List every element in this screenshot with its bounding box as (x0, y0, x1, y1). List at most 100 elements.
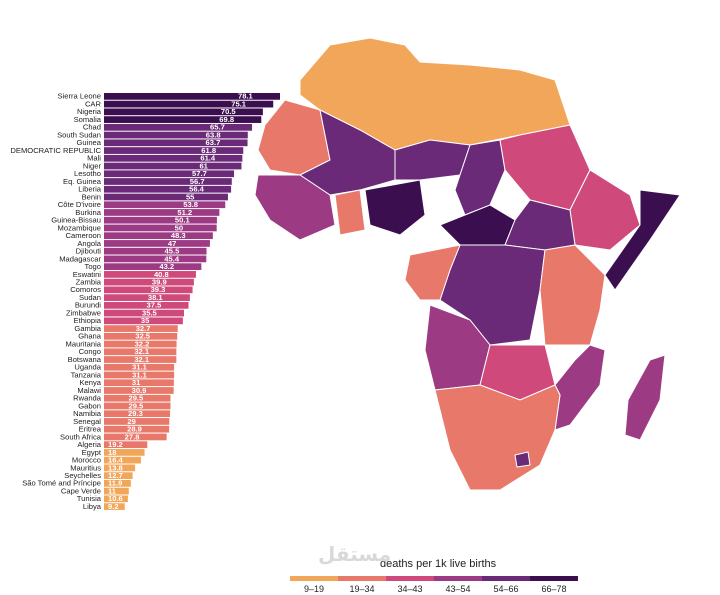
bar-value-32: 32.2 (135, 339, 150, 348)
bar-value-51: 11 (108, 486, 117, 495)
bar-33 (104, 348, 177, 356)
bar-label-0: Sierra Leone (58, 92, 101, 101)
bar-0 (104, 93, 280, 100)
bar-label-1: CAR (85, 99, 102, 108)
bar-21 (104, 255, 207, 263)
bar-label-33: Congo (79, 347, 101, 356)
bar-label-9: Niger (83, 161, 102, 170)
bar-34 (104, 356, 177, 363)
bar-label-15: Burkina (75, 208, 102, 217)
bar-value-11: 56.7 (190, 177, 205, 186)
bar-4 (104, 123, 253, 131)
legend-label-5: 66–78 (541, 584, 567, 594)
bar-15 (104, 209, 220, 216)
bar-label-39: Rwanda (73, 394, 102, 403)
bar-7 (104, 147, 244, 154)
bar-value-0: 78.1 (238, 92, 254, 101)
bar-label-48: Mauritius (70, 463, 101, 472)
bar-35 (104, 363, 175, 371)
bar-label-7: DEMOCRATIC REPUBLIC (10, 146, 101, 155)
bar-label-34: Botswana (68, 355, 102, 364)
bar-26 (104, 294, 190, 301)
bar-12 (104, 185, 232, 193)
bar-3 (104, 116, 262, 123)
bar-value-22: 43.2 (159, 262, 174, 271)
bar-label-45: Algeria (77, 440, 101, 449)
bar-23 (104, 271, 196, 278)
bar-label-8: Mali (87, 154, 101, 163)
bar-label-24: Zambia (76, 278, 102, 287)
bar-label-37: Kenya (79, 378, 101, 387)
bar-51 (104, 487, 129, 495)
bar-14 (104, 201, 226, 209)
bar-label-18: Cameroon (66, 231, 101, 240)
bar-label-23: Eswatini (73, 270, 102, 279)
bar-value-26: 38.1 (148, 293, 164, 302)
bar-46 (104, 449, 145, 456)
bar-label-51: Cape Verde (61, 486, 101, 495)
map-region-madagascar (624, 354, 666, 441)
bar-label-29: Ethiopia (74, 316, 102, 325)
bar-label-50: São Tomé and Príncipe (22, 479, 101, 488)
bar-label-38: Malawi (77, 386, 101, 395)
bar-45 (104, 441, 148, 449)
bar-label-44: South Africa (60, 432, 102, 441)
bar-value-9: 61 (199, 161, 208, 170)
bar-43 (104, 425, 170, 433)
bar-value-14: 53.8 (183, 200, 198, 209)
legend-label-2: 34–43 (397, 584, 423, 594)
bar-36 (104, 371, 175, 379)
map-region-kenya-tanzania (539, 244, 606, 346)
map-region-west-coast (254, 174, 336, 241)
bar-value-37: 31 (132, 378, 141, 387)
bar-value-25: 39.3 (151, 285, 166, 294)
bar-label-16: Guinea-Bissau (51, 216, 101, 225)
bar-label-10: Lesotho (74, 169, 101, 178)
bar-value-21: 45.4 (164, 254, 180, 263)
bar-label-25: Comoros (70, 285, 101, 294)
bar-8 (104, 154, 243, 162)
bar-value-2: 70.5 (221, 107, 237, 116)
bar-label-11: Eq. Guinea (63, 177, 102, 186)
bar-value-20: 45.5 (165, 247, 181, 256)
bar-value-33: 32.1 (134, 347, 150, 356)
bar-value-17: 50 (175, 223, 183, 232)
bar-11 (104, 178, 232, 185)
bar-value-13: 55 (186, 192, 195, 201)
bar-value-29: 35 (141, 316, 150, 325)
bar-16 (104, 216, 217, 224)
legend-swatch-4 (482, 576, 530, 581)
bar-value-53: 9.2 (108, 502, 119, 511)
bar-label-49: Seychelles (64, 471, 101, 480)
bar-41 (104, 410, 171, 418)
legend-swatch-5 (530, 576, 578, 581)
bar-value-28: 35.5 (142, 308, 158, 317)
bar-47 (104, 456, 141, 464)
bar-42 (104, 418, 170, 425)
bar-value-43: 28.9 (127, 425, 142, 434)
bar-value-41: 29.3 (128, 409, 143, 418)
bar-value-30: 32.7 (136, 324, 151, 333)
bar-label-41: Namibia (73, 409, 102, 418)
bar-label-6: Guinea (77, 138, 102, 147)
bar-6 (104, 139, 248, 147)
bar-label-12: Liberia (78, 185, 102, 194)
bar-label-27: Burundi (75, 301, 101, 310)
bar-31 (104, 332, 178, 340)
bar-value-15: 51.2 (177, 208, 192, 217)
bar-value-50: 11.9 (108, 479, 122, 488)
map-region-congo-gabon (404, 244, 461, 301)
bar-label-2: Nigeria (77, 107, 102, 116)
bar-label-5: South Sudan (57, 130, 101, 139)
bar-label-30: Gambia (74, 324, 101, 333)
bar-label-19: Angola (77, 239, 101, 248)
map-region-ghana (334, 189, 366, 236)
bar-value-52: 10.6 (108, 494, 123, 503)
bar-19 (104, 240, 210, 247)
bar-2 (104, 108, 263, 116)
bar-value-48: 13.8 (108, 463, 123, 472)
legend-swatch-0 (290, 576, 338, 581)
bar-38 (104, 387, 174, 394)
legend-swatch-3 (434, 576, 482, 581)
